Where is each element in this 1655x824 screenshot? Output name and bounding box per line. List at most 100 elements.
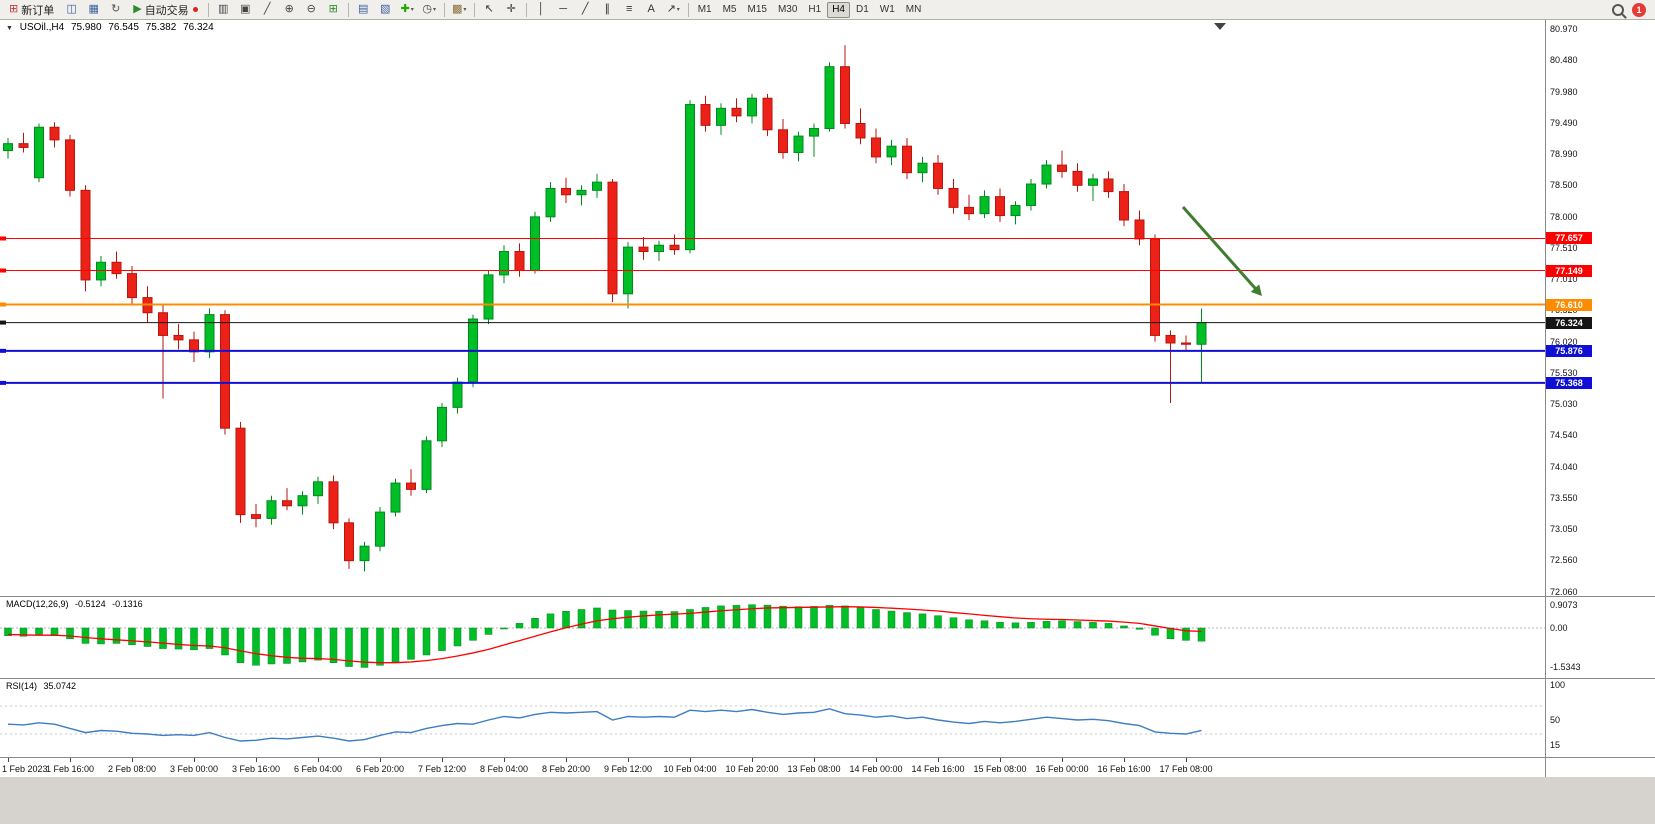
ohlc-bars-icon[interactable]: ▥ <box>213 1 234 19</box>
timeframe-m1[interactable]: M1 <box>697 3 712 15</box>
macd-bar <box>391 627 400 663</box>
arrows-tool-icon[interactable]: ↗ ▾ <box>663 1 684 19</box>
time-axis-tick <box>566 758 567 762</box>
time-axis-tick <box>752 758 753 762</box>
macd-signal-value: -0.1316 <box>112 599 143 609</box>
main-chart-plot[interactable]: ▼ USOil.,H4 75.980 76.545 75.382 76.324 <box>0 20 1545 596</box>
template-icon[interactable]: ▩ ▾ <box>449 1 470 19</box>
zoom-in-icon[interactable]: ⊕ <box>279 1 300 19</box>
rsi-plot[interactable]: RSI(14) 35.0742 <box>0 679 1545 757</box>
timeframe-h1[interactable]: H1 <box>808 3 822 15</box>
main-chart-canvas[interactable] <box>0 20 1545 596</box>
horizontal-line-icon: ─ <box>559 3 568 15</box>
candle <box>1181 342 1191 345</box>
zoom-out-icon[interactable]: ⊖ <box>301 1 322 19</box>
macd-histogram <box>4 604 1206 668</box>
time-axis-tick <box>1124 758 1125 762</box>
trend-arrow[interactable] <box>1181 206 1262 296</box>
macd-canvas[interactable] <box>0 597 1545 678</box>
notification-badge[interactable]: 1 <box>1632 2 1646 17</box>
periods-icon[interactable]: ◷ ▾ <box>419 1 440 19</box>
candle <box>1150 238 1160 336</box>
indicators-window-icon[interactable]: ▤ <box>353 1 374 19</box>
price-axis[interactable]: 80.970 80.480 79.980 79.490 78.990 78.500 78.0… <box>1545 20 1655 597</box>
timeframe-m5[interactable]: M5 <box>722 3 737 15</box>
time-axis-tick <box>132 758 133 762</box>
charts-window-icon[interactable]: ◫ <box>61 1 82 19</box>
timeframe-h4[interactable]: H4 <box>827 1 850 18</box>
candle <box>1072 170 1083 186</box>
macd-axis-label: 0.9073 <box>1550 599 1578 610</box>
fibonacci-icon[interactable]: ≡ <box>619 1 640 19</box>
macd-bar <box>500 627 508 630</box>
price-tag: 77.657 <box>1546 232 1592 245</box>
toolbar-separator <box>525 2 527 17</box>
macd-bar <box>81 627 90 644</box>
macd-row: MACD(12,26,9) -0.5124 -0.1316 0.9073 0.00… <box>0 596 1655 678</box>
hline-marker <box>0 320 6 325</box>
candle <box>778 129 788 153</box>
price-axis-label: 78.500 <box>1550 180 1578 191</box>
candle <box>483 274 494 320</box>
template-icon: ▩ <box>451 3 463 15</box>
time-axis[interactable]: 1 Feb 2023 1 Feb 16:00 2 Feb 08:00 3 Feb 00… <box>0 758 1545 777</box>
horizontal-line-icon[interactable]: ─ <box>553 1 574 19</box>
crosshair-icon[interactable]: ✛ <box>501 1 522 19</box>
vertical-line-icon[interactable]: │ <box>531 1 552 19</box>
periods-icon: ◷ <box>422 3 432 15</box>
candle <box>1026 183 1036 206</box>
macd-axis[interactable]: 0.9073 0.00 -1.5343 <box>1545 597 1655 678</box>
macd-bar <box>453 627 462 647</box>
rsi-canvas[interactable] <box>0 679 1545 757</box>
price-axis-label: 72.560 <box>1550 555 1578 566</box>
candle <box>344 522 354 562</box>
chart-collapse-icon[interactable]: ▼ <box>6 25 13 32</box>
autotrading-button[interactable]: ▶ 自动交易 <box>127 1 203 19</box>
macd-plot[interactable]: MACD(12,26,9) -0.5124 -0.1316 <box>0 597 1545 678</box>
chart-shift-marker-icon[interactable] <box>1214 23 1226 30</box>
macd-bar <box>4 627 12 636</box>
macd-bar <box>515 623 524 629</box>
line-chart-icon[interactable]: ╱ <box>257 1 278 19</box>
macd-bar <box>810 606 818 629</box>
toolbar: ⊞ 新订单 ◫ ▦ ↻ ▶ 自动交易 ▥ ▣ ╱ ⊕ ⊖ ⊞ ▤ ▧ ✚ ▾ ◷ ▾ ▩ ▾ ↖ ✛ │ ─ ╱ ∥ ≡ A ↗ ▾ M1 M5… <box>0 0 1655 20</box>
profiles-icon[interactable]: ▦ <box>83 1 104 19</box>
objects-list-icon[interactable]: ▧ <box>375 1 396 19</box>
macd-bar <box>918 613 927 629</box>
new-order-button[interactable]: ⊞ 新订单 <box>3 1 60 19</box>
refresh-icon[interactable]: ↻ <box>105 1 126 19</box>
timeframe-m15[interactable]: M15 <box>747 3 767 15</box>
macd-bar <box>267 627 276 665</box>
macd-bar <box>159 627 167 649</box>
candle <box>96 261 106 281</box>
search-icon[interactable] <box>1612 3 1624 16</box>
c​ursor-icon[interactable]: ↖ <box>479 1 500 19</box>
text-label-icon[interactable]: A <box>641 1 662 19</box>
candle <box>855 122 866 139</box>
macd-bar <box>934 615 942 629</box>
macd-bar <box>143 627 152 647</box>
trendline-icon[interactable]: ╱ <box>575 1 596 19</box>
toolbar-right: 1 <box>1612 2 1652 17</box>
add-indicator-icon[interactable]: ✚ ▾ <box>397 1 418 19</box>
macd-bar <box>686 609 694 629</box>
timeframe-mn[interactable]: MN <box>905 3 922 15</box>
timeframe-m30[interactable]: M30 <box>777 3 798 15</box>
candles[interactable] <box>3 45 1207 572</box>
candle <box>793 135 804 153</box>
candlestick-chart-icon[interactable]: ▣ <box>235 1 256 19</box>
tile-windows-icon[interactable]: ⊞ <box>323 1 344 19</box>
timeframe-d1[interactable]: D1 <box>856 3 869 15</box>
arrows-tool-icon: ↗ <box>666 3 676 15</box>
chart-close: 76.324 <box>183 22 214 33</box>
rsi-axis[interactable]: 100 50 15 <box>1545 679 1655 757</box>
time-axis-label: 2 Feb 08:00 <box>107 764 157 774</box>
timeframe-w1[interactable]: W1 <box>879 3 895 15</box>
time-axis-tick <box>690 758 691 762</box>
hline-marker <box>0 348 6 353</box>
equidistant-channel-icon[interactable]: ∥ <box>597 1 618 19</box>
time-axis-corner <box>1545 758 1655 777</box>
candle <box>282 500 292 507</box>
horizontal-lines[interactable] <box>0 236 1545 385</box>
macd-bar <box>577 609 586 629</box>
